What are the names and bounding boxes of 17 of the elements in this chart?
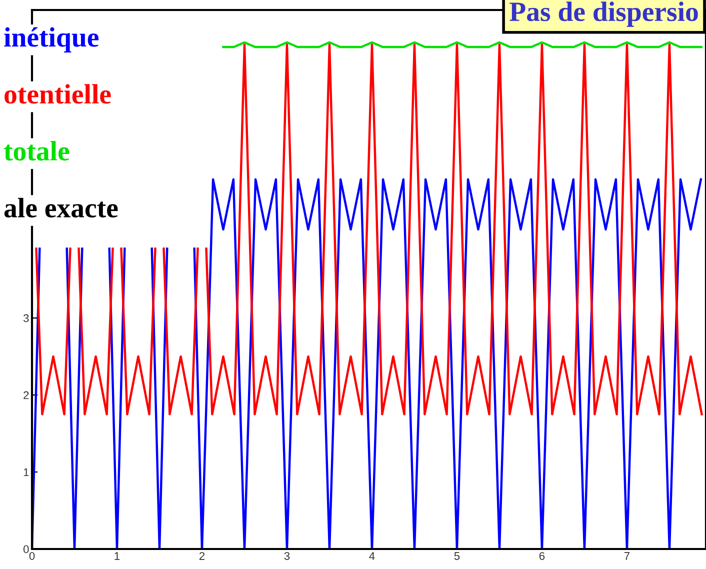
y-tick-label: 1: [24, 468, 29, 476]
x-tick-label: 4: [369, 552, 375, 560]
x-tick-label: 0: [29, 552, 35, 560]
x-tick-label: 6: [539, 552, 545, 560]
x-tick-label: 5: [454, 552, 460, 560]
y-tick-label: 3: [23, 314, 29, 322]
text: inétique: [4, 27, 98, 52]
x-tick-label: 1: [114, 552, 120, 560]
text: totale: [4, 141, 70, 161]
chart-title: Pas de dispersio: [510, 2, 698, 27]
x-tick-label: 2: [199, 552, 205, 560]
x-tick-label: 3: [284, 552, 290, 560]
annotation: ale exacte: [4, 198, 118, 218]
y-tick-label: 0: [23, 545, 29, 554]
y-tick-label: 2: [24, 391, 29, 400]
x-tick-label: 7: [624, 552, 630, 560]
text: otentielle: [4, 84, 111, 104]
